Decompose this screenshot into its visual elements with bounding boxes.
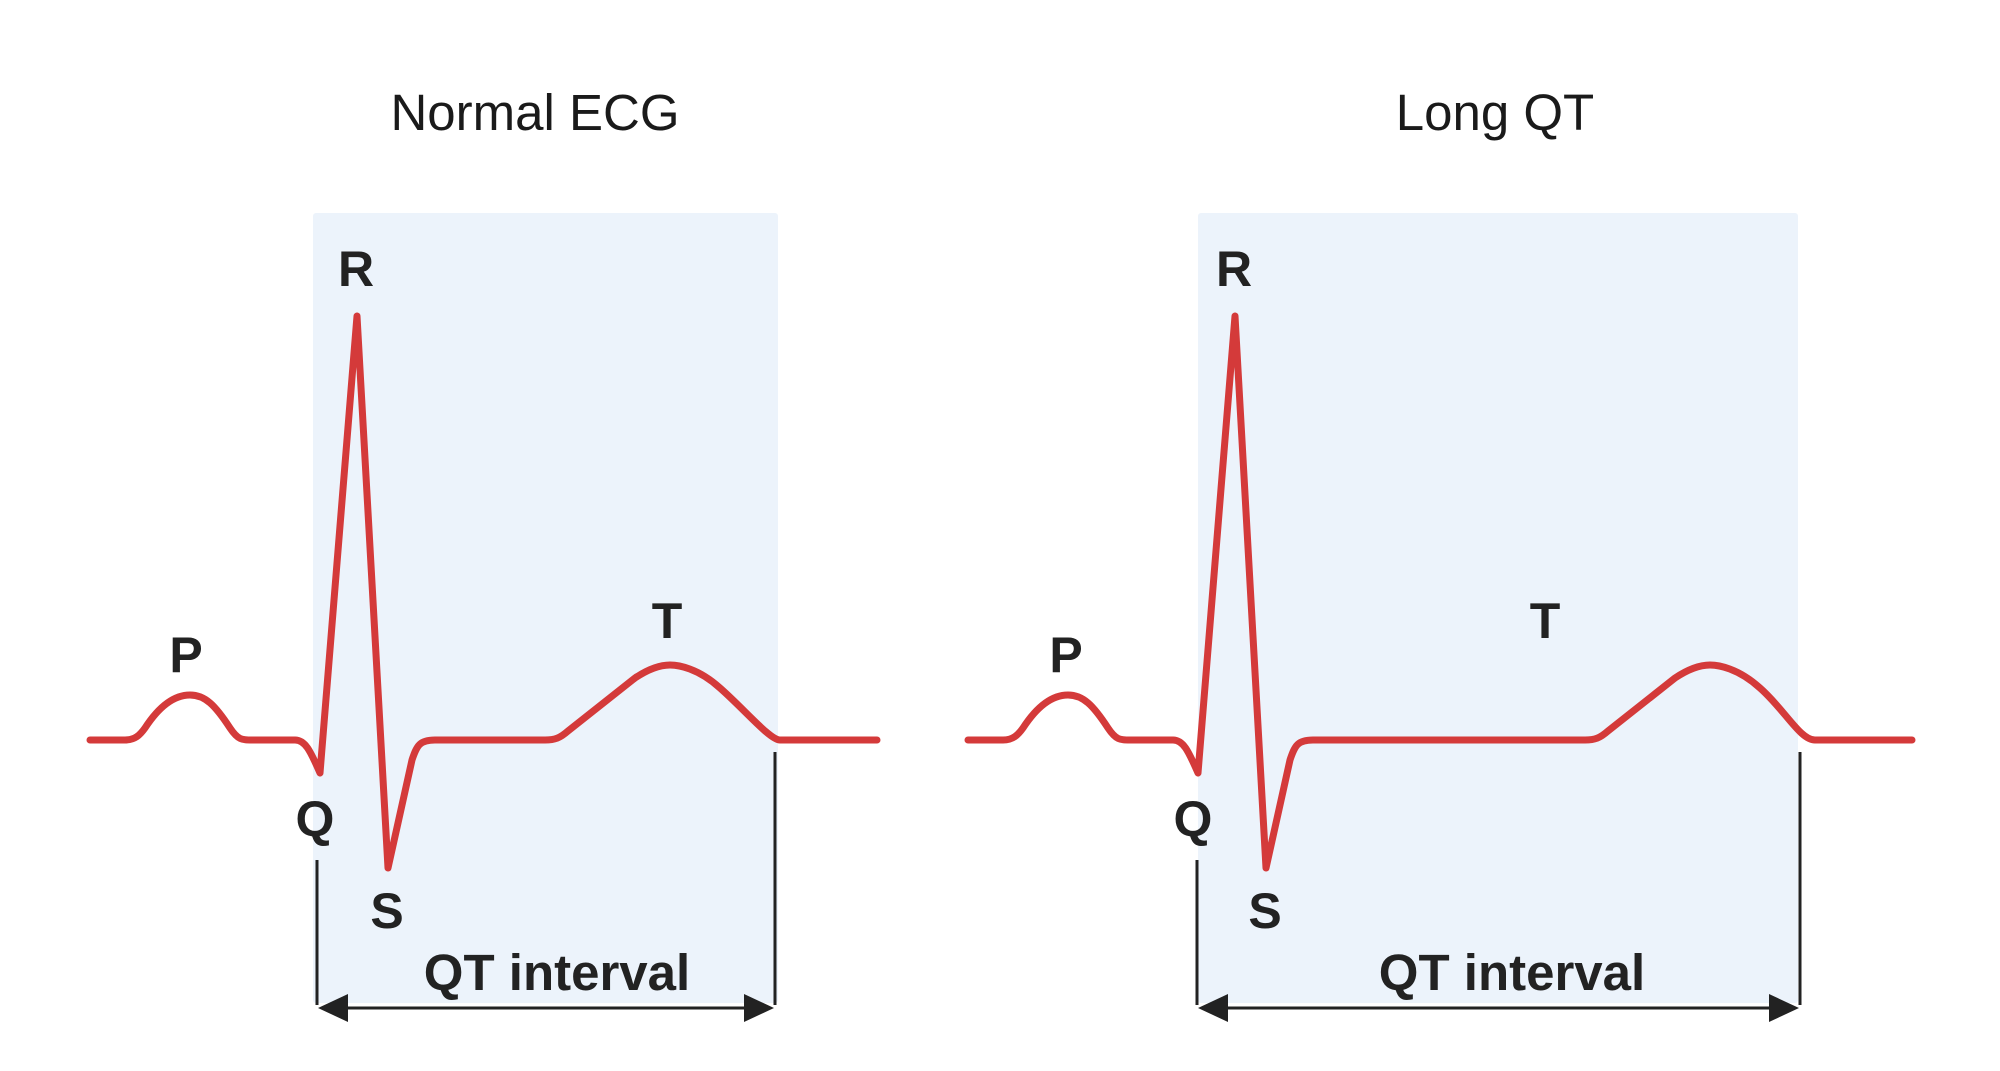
- ecg-trace-normal: [86, 312, 881, 872]
- wave-label-p-long-qt: P: [1049, 627, 1082, 683]
- qt-interval-label-normal: QT interval: [424, 944, 690, 1001]
- arrow-left-icon: [318, 994, 348, 1022]
- wave-label-t-normal: T: [652, 593, 683, 649]
- qt-interval-bracket-normal: [315, 752, 777, 1022]
- wave-label-p-normal: P: [169, 627, 202, 683]
- wave-label-s-normal: S: [370, 883, 403, 939]
- arrow-left-icon: [1198, 994, 1228, 1022]
- qt-interval-label-long-qt: QT interval: [1379, 944, 1645, 1001]
- ecg-trace-long-qt: [964, 312, 1916, 872]
- wave-label-t-long-qt: T: [1530, 593, 1561, 649]
- panel-normal-ecg: Normal ECG P R Q S T QT interval: [86, 84, 881, 1022]
- wave-label-r-normal: R: [338, 241, 374, 297]
- wave-label-s-long-qt: S: [1248, 883, 1281, 939]
- arrow-right-icon: [744, 994, 774, 1022]
- wave-label-q-long-qt: Q: [1174, 791, 1213, 847]
- qt-interval-region-long-qt: [1198, 213, 1798, 1003]
- wave-label-q-normal: Q: [296, 791, 335, 847]
- panel-title-normal: Normal ECG: [390, 84, 679, 141]
- panel-long-qt: Long QT P R Q S T QT interval: [964, 84, 1916, 1022]
- arrow-right-icon: [1769, 994, 1799, 1022]
- qt-interval-bracket-long-qt: [1195, 752, 1802, 1022]
- panel-title-long-qt: Long QT: [1396, 84, 1594, 141]
- qt-interval-region-normal: [313, 213, 778, 1003]
- wave-label-r-long-qt: R: [1216, 241, 1252, 297]
